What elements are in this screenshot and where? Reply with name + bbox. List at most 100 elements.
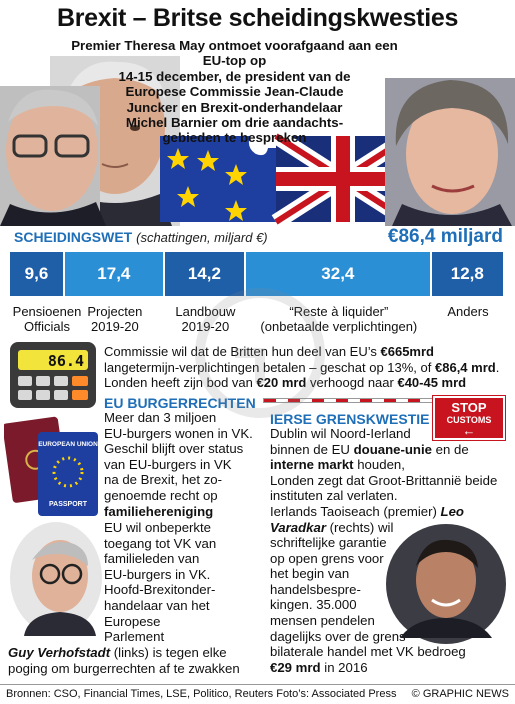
stop-customs-sign: STOP CUSTOMS ← <box>432 395 506 441</box>
calculator-icon: 86.4 <box>10 342 96 408</box>
text-line: dagelijks over de grens – <box>270 628 417 644</box>
commission-part: . Londen heeft zijn bod van <box>104 359 500 391</box>
bar-value-label: 17,4 <box>97 264 131 283</box>
caption-text: (links) is tegen elke <box>110 645 227 660</box>
irish-border-text-top: Dublin wil Noord-Ierland binnen de EU do… <box>270 426 510 535</box>
bar-value-label: 32,4 <box>321 264 355 283</box>
bar-segment: 12,8 <box>431 252 505 296</box>
text-bold: €29 mrd <box>270 659 321 675</box>
text-line: Geschil blijft over status <box>104 441 244 457</box>
subtitle-line: Juncker en Brexit-onderhandelaar <box>126 99 343 115</box>
bar-caption: “Reste à liquider” (onbetaalde verplichti… <box>246 304 432 334</box>
subtitle-line: Premier Theresa May ontmoet voorafgaand … <box>71 38 398 69</box>
eu-flag-puzzle <box>160 136 276 222</box>
text-bold: douane-unie <box>353 441 432 457</box>
text-line: bilaterale handel met VK bedroeg <box>270 644 466 660</box>
header-subtitle: Premier Theresa May ontmoet voorafgaand … <box>62 38 407 146</box>
eu-rights-heading: EU BURGERRECHTEN <box>104 395 256 411</box>
calculator-display: 86.4 <box>48 352 84 370</box>
commission-amount: €86,4 mrd <box>435 359 496 375</box>
divorce-total: €86,4 miljard <box>387 226 503 247</box>
text-line: handelaar van het <box>104 597 210 613</box>
bar-caption-line: 2019-20 <box>181 319 230 334</box>
verhofstadt-caption: Guy Verhofstadt (links) is tegen elke po… <box>8 645 268 676</box>
text-line: Londen zegt dat Groot-Brittannië beide <box>270 472 498 488</box>
bar-value-label: 14,2 <box>187 264 221 283</box>
page-title: Brexit – Britse scheidingskwesties <box>56 4 459 32</box>
commission-text: Commissie wil dat de Britten hun deel va… <box>104 344 509 391</box>
text-bold: Varadkar <box>270 519 326 535</box>
commission-part: Commissie wil dat de Britten hun deel va… <box>104 344 381 359</box>
text-part: binnen de EU <box>270 441 354 457</box>
juncker-portrait <box>0 86 106 226</box>
customs-text: CUSTOMS <box>446 415 492 425</box>
commission-amount: €665mrd <box>380 344 434 359</box>
bar-caption-line: (onbetaalde verplichtingen) <box>260 319 418 334</box>
text-line: toegang tot VK van <box>104 535 217 551</box>
footer: Bronnen: CSO, Financial Times, LSE, Poli… <box>0 684 515 704</box>
text-part: (rechts) wil <box>325 519 394 535</box>
bar-caption-line: Anders <box>447 304 489 319</box>
subtitle-line: gebieden te bespreken <box>162 130 307 146</box>
text-line: EU-burgers wonen in VK. <box>104 425 253 441</box>
arrow-left-icon: ← <box>462 423 476 438</box>
irish-border-text-bottom: schriftelijke garantie op open grens voo… <box>270 535 510 675</box>
caption-text: poging om burgerrechten af te zwakken <box>8 660 240 676</box>
text-line: van EU-burgers in VK <box>104 456 232 472</box>
stop-text: STOP <box>451 400 487 415</box>
varadkar-portrait <box>386 524 506 644</box>
text-line: schriftelijke garantie <box>270 535 387 550</box>
text-line: Europese <box>104 613 161 629</box>
bar-value-label: 9,6 <box>24 264 49 283</box>
text-line: genoemde recht op <box>104 487 218 503</box>
text-part: in 2016 <box>320 659 368 675</box>
caption-name: Guy Verhofstadt <box>8 645 111 660</box>
bar-segment: 9,6 <box>10 252 65 296</box>
passport-top-text: EUROPEAN UNION <box>38 441 98 448</box>
eu-rights-text-a: Meer dan 3 miljoen EU-burgers wonen in V… <box>104 410 264 519</box>
divorce-heading-label: SCHEIDINGSWET <box>14 229 133 245</box>
text-line: EU wil onbeperkte <box>104 520 212 535</box>
text-line: Hoofd-Brexitonder- <box>104 582 216 598</box>
bar-caption-line: Landbouw <box>175 304 236 319</box>
passports-illustration: EUROPEAN UNION PASSPORT <box>4 416 98 516</box>
bar-caption: Anders <box>423 304 513 319</box>
bar-caption: Projecten 2019-20 <box>65 304 165 334</box>
divorce-heading-sub: (schattingen, miljard €) <box>136 230 268 245</box>
text-line: instituten zal verlaten. <box>270 488 398 504</box>
text-part: en de <box>432 441 469 457</box>
subtitle-line: Europese Commissie Jean-Claude <box>125 84 344 100</box>
bar-caption: Landbouw 2019-20 <box>160 304 250 334</box>
text-line: kingen. 35.000 <box>270 597 357 613</box>
bar-segment: 14,2 <box>164 252 247 296</box>
bar-caption-line: 2019-20 <box>90 319 139 334</box>
eu-rights-text-b: EU wil onbeperkte toegang tot VK van fam… <box>104 520 264 645</box>
text-line: op open grens voor <box>270 550 384 566</box>
may-portrait <box>385 78 515 226</box>
subtitle-line: 14-15 december, de president van de <box>118 68 351 84</box>
header-illustration: Premier Theresa May ontmoet voorafgaand … <box>0 36 515 226</box>
subtitle-line: Michel Barnier om drie aandachts- <box>125 115 344 131</box>
eu-passport-icon: EUROPEAN UNION PASSPORT <box>38 432 98 516</box>
text-bold: Leo <box>440 503 464 519</box>
text-line: Meer dan 3 miljoen <box>104 410 217 425</box>
irish-border-heading: IERSE GRENSKWESTIE <box>270 411 430 427</box>
text-bold: interne markt <box>270 457 354 473</box>
bar-caption-line: Projecten <box>87 304 143 319</box>
header-photo-collage <box>0 56 515 226</box>
text-line: EU-burgers in VK. <box>104 566 211 582</box>
text-line: mensen pendelen <box>270 612 375 628</box>
commission-amount: €20 mrd <box>256 375 307 390</box>
passport-bottom-text: PASSPORT <box>49 501 88 508</box>
bar-segment: 17,4 <box>65 252 165 296</box>
text-line: handelsbespre- <box>270 581 361 597</box>
bar-value-label: 12,8 <box>450 264 484 283</box>
divorce-bill-captions: Pensioenen Officials Projecten 2019-20 Landb… <box>0 304 515 346</box>
text-line: het begin van <box>270 566 350 582</box>
watermark-logo <box>195 288 325 418</box>
commission-amount: €40-45 mrd <box>397 375 467 390</box>
bar-caption-line: Pensioenen <box>12 304 82 319</box>
bar-segment: 32,4 <box>246 252 432 296</box>
divorce-heading: SCHEIDINGSWET (schattingen, miljard €) <box>14 229 268 245</box>
commission-part: verhoogd naar <box>306 375 398 390</box>
